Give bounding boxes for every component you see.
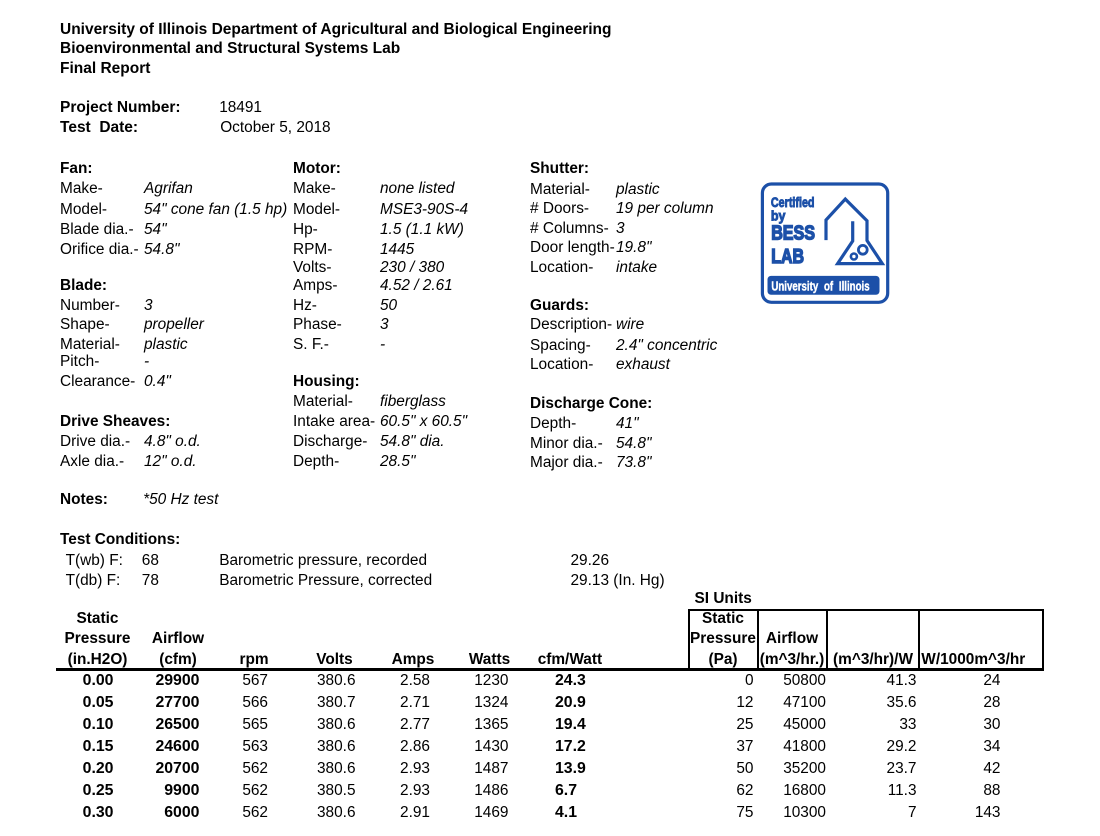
svg-text:BESS: BESS (771, 222, 815, 245)
svg-text:by: by (771, 209, 786, 224)
svg-text:Certified: Certified (771, 195, 815, 210)
svg-text:LAB: LAB (771, 245, 804, 268)
svg-text:University of Illinois: University of Illinois (771, 280, 869, 294)
